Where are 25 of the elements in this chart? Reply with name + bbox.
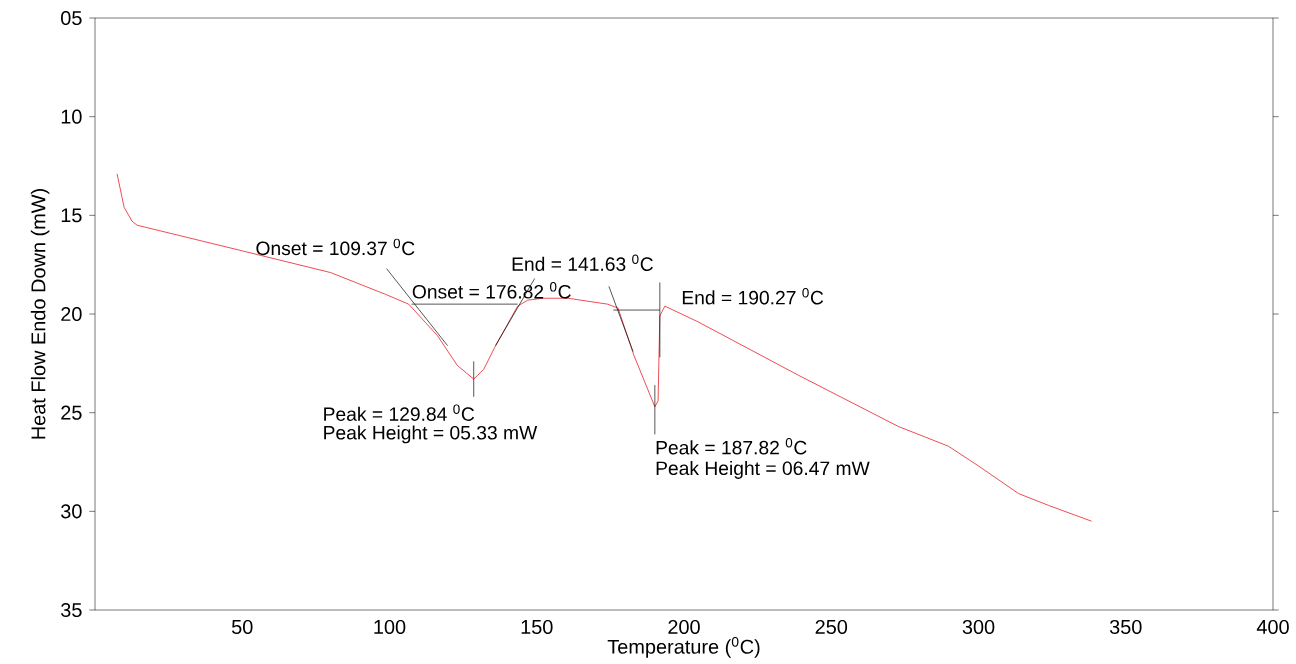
annotation: Peak = 187.82 $^{0}$C [656,437,807,455]
y-tick-label: 35 [61,602,82,618]
annotation: Onset = 176.82 $^{0}$C [412,282,571,299]
annotation: End = 190.27 $^{0}$C [682,287,824,305]
annotation: Peak Height = 06.47 mW [656,460,870,479]
annotation: End = 141.63 $^{0}$C [512,254,653,271]
y-tick-label: 10 [61,109,82,124]
y-tick-label: 25 [61,405,82,420]
y-tick-label: 20 [61,306,82,322]
annotation: Peak = 129.84 $^{0}$C [324,404,475,421]
x-tick-label: 300 [962,619,995,635]
y-tick-label: 30 [61,504,82,519]
x-tick-label: 100 [374,619,406,635]
x-tick-label: 150 [521,619,553,635]
annotation: Onset = 109.37 $^{0}$C [256,238,415,256]
x-tick-label: 250 [815,619,848,635]
x-tick-label: 50 [231,619,253,635]
y-tick-label: 15 [61,208,82,223]
x-axis-title: Temperature ($^{0}$C) [607,636,760,658]
annotation: Peak Height = 05.33 mW [324,425,538,444]
y-axis-title: Heat Flow Endo Down (mW) [30,189,50,439]
x-tick-label: 350 [1109,619,1142,635]
x-tick-label: 400 [1256,619,1289,635]
x-tick-label: 200 [668,619,700,635]
y-tick-label: 05 [61,10,82,26]
